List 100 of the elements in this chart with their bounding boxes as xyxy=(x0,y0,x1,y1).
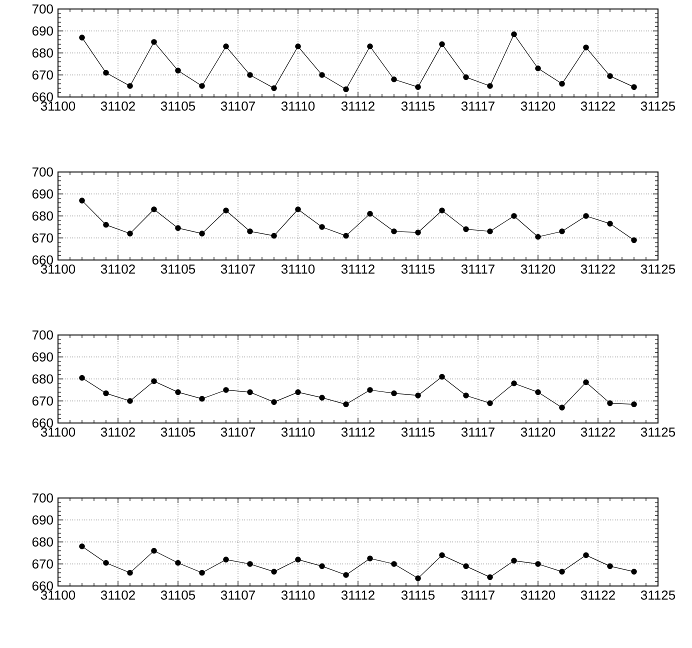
point xyxy=(487,228,493,234)
point xyxy=(631,568,637,575)
x-tick-label: 31110 xyxy=(281,590,315,600)
point xyxy=(559,228,565,234)
y-tick-label: 670 xyxy=(32,396,53,406)
point xyxy=(415,84,421,90)
point xyxy=(319,224,325,230)
x-tick-label: 31125 xyxy=(640,264,676,274)
point xyxy=(367,556,373,562)
x-tick-label: 31112 xyxy=(341,590,374,600)
x-tick-label: 31122 xyxy=(580,102,615,111)
point xyxy=(607,220,613,227)
x-tick-label: 31117 xyxy=(461,102,494,111)
y-tick-label: 690 xyxy=(32,352,53,362)
point xyxy=(79,543,85,550)
y-tick-label: 690 xyxy=(32,26,53,36)
x-tick-label: 31120 xyxy=(520,264,556,274)
x-tick-label: 31105 xyxy=(160,590,196,600)
x-tick-label: 31107 xyxy=(220,102,255,111)
point xyxy=(103,390,109,396)
y-tick-label: 660 xyxy=(32,92,53,102)
point xyxy=(415,230,421,236)
point xyxy=(319,563,325,570)
point xyxy=(127,398,133,404)
y-tick-label: 700 xyxy=(32,167,53,177)
point xyxy=(295,389,301,396)
point xyxy=(295,43,301,50)
x-tick-label: 31112 xyxy=(341,264,374,274)
y-tick-label: 660 xyxy=(32,581,53,591)
point xyxy=(79,34,85,40)
point xyxy=(439,552,445,558)
point xyxy=(391,561,397,567)
y-tick-label: 670 xyxy=(32,559,53,569)
point xyxy=(583,213,589,219)
point xyxy=(199,396,205,402)
x-tick-label: 31110 xyxy=(281,428,315,437)
point xyxy=(295,556,301,562)
x-tick-label: 31107 xyxy=(220,264,255,274)
x-tick-label: 31115 xyxy=(401,264,435,274)
x-tick-label: 31102 xyxy=(100,590,135,600)
x-tick-label: 31105 xyxy=(160,102,196,111)
point xyxy=(511,31,517,38)
x-tick-label: 31100 xyxy=(40,428,76,437)
point xyxy=(343,401,349,408)
point xyxy=(607,400,613,406)
point xyxy=(559,568,565,575)
point xyxy=(511,558,517,564)
point xyxy=(343,572,349,578)
x-tick-label: 31120 xyxy=(520,590,556,600)
point xyxy=(391,76,397,82)
point xyxy=(247,561,253,567)
point xyxy=(559,404,565,410)
x-tick-label: 31117 xyxy=(461,428,494,437)
point xyxy=(79,374,85,381)
x-tick-label: 31115 xyxy=(401,102,435,111)
point xyxy=(175,560,181,566)
point xyxy=(463,74,469,80)
point xyxy=(127,83,133,89)
point xyxy=(487,400,493,406)
point xyxy=(247,72,253,78)
point xyxy=(199,570,205,576)
point xyxy=(535,65,541,72)
x-tick-label: 31107 xyxy=(220,428,255,437)
point xyxy=(127,570,133,576)
x-tick-label: 31107 xyxy=(220,590,255,600)
x-tick-label: 31100 xyxy=(40,264,76,274)
point xyxy=(247,389,253,396)
y-tick-label: 670 xyxy=(32,70,53,80)
x-tick-label: 31112 xyxy=(341,102,374,111)
x-tick-label: 31100 xyxy=(40,590,76,600)
point xyxy=(487,83,493,89)
point xyxy=(223,556,229,562)
x-tick-label: 31105 xyxy=(160,428,196,437)
y-tick-label: 660 xyxy=(32,255,53,265)
point xyxy=(439,208,445,214)
point xyxy=(415,392,421,398)
point xyxy=(127,230,133,236)
x-tick-label: 31105 xyxy=(160,264,196,274)
point xyxy=(415,575,421,582)
x-tick-label: 31102 xyxy=(100,264,135,274)
x-tick-label: 31110 xyxy=(281,102,315,111)
x-tick-label: 31112 xyxy=(341,428,374,437)
x-tick-label: 31122 xyxy=(580,428,615,437)
y-tick-label: 700 xyxy=(32,330,53,340)
x-tick-label: 31102 xyxy=(100,428,135,437)
point xyxy=(343,86,349,92)
point xyxy=(319,394,325,401)
x-tick-label: 31125 xyxy=(640,102,676,111)
x-tick-label: 31117 xyxy=(461,264,494,274)
point xyxy=(199,230,205,236)
x-tick-label: 31120 xyxy=(520,428,556,437)
point xyxy=(319,72,325,78)
point xyxy=(487,574,493,580)
x-tick-label: 31115 xyxy=(401,428,435,437)
point xyxy=(151,548,157,554)
y-tick-label: 680 xyxy=(32,537,53,547)
point xyxy=(103,222,109,228)
point xyxy=(583,379,589,386)
point xyxy=(223,208,229,214)
point xyxy=(247,228,253,234)
